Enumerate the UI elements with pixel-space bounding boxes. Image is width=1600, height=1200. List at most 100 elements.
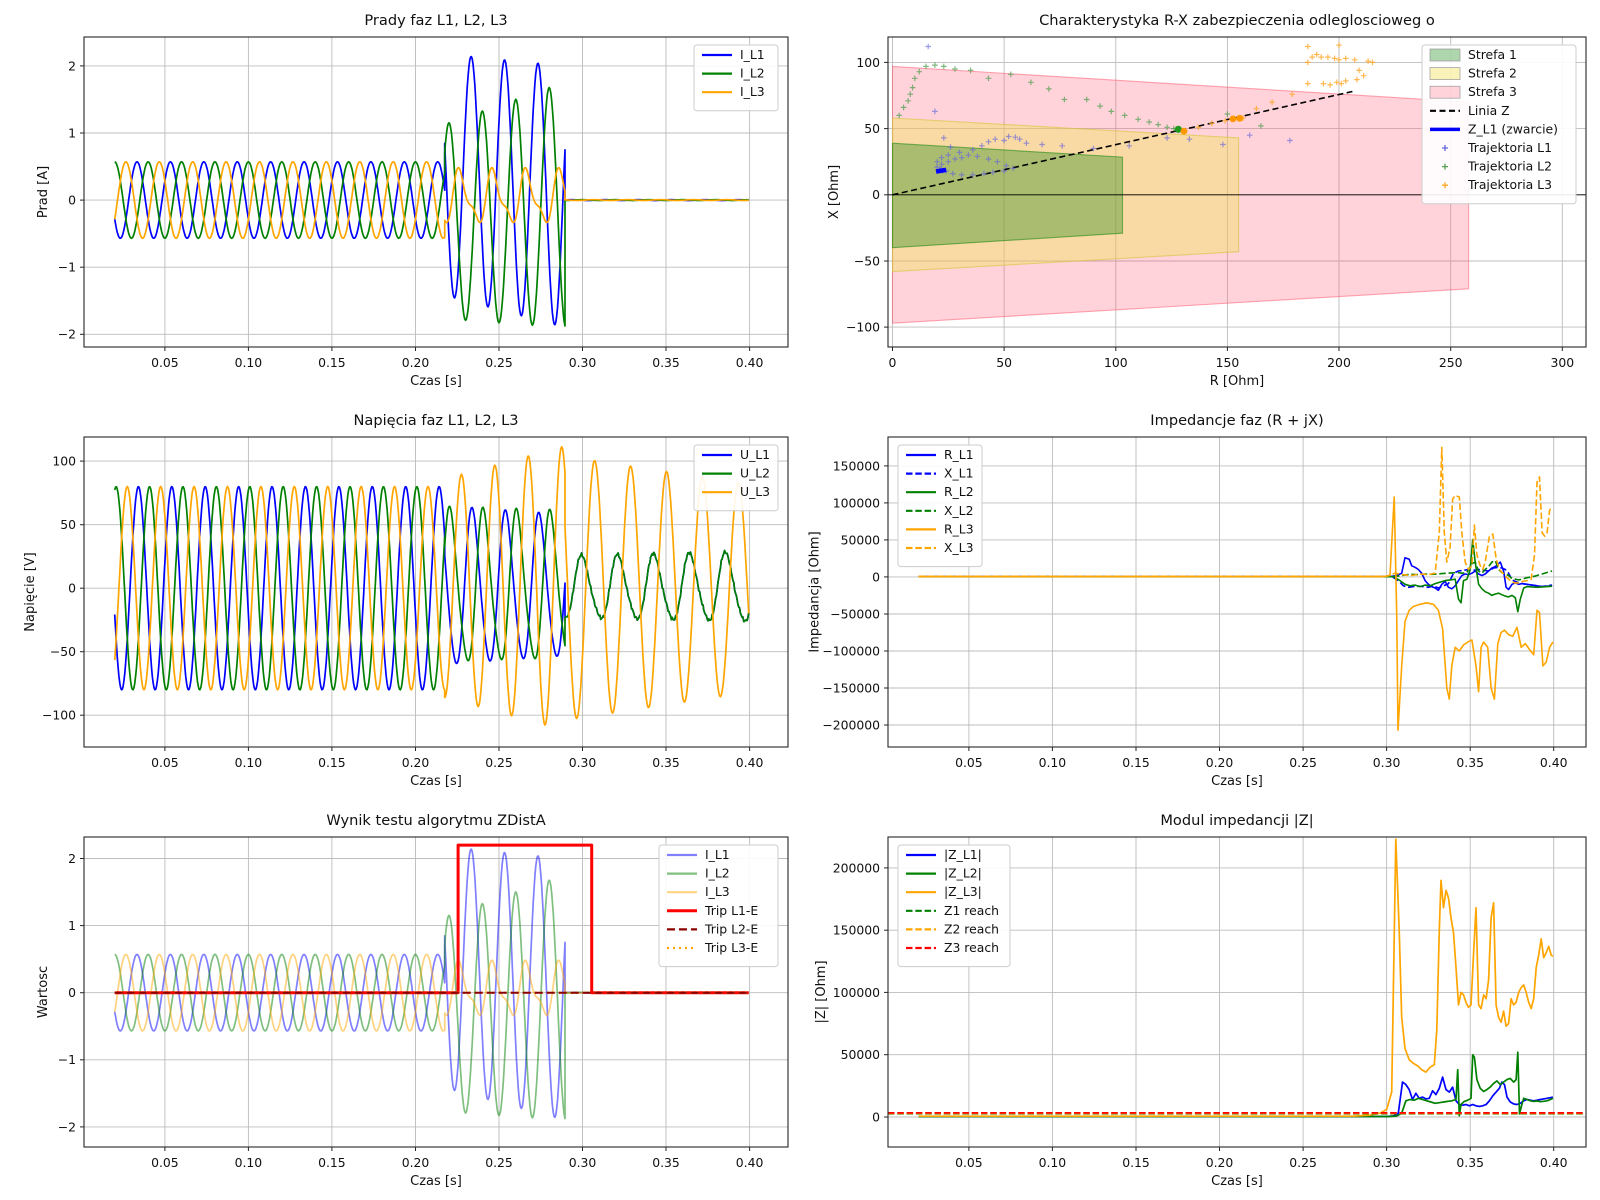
svg-text:Z2 reach: Z2 reach: [944, 921, 999, 936]
svg-text:0: 0: [68, 581, 76, 596]
svg-text:R_L1: R_L1: [944, 447, 974, 462]
svg-text:−2: −2: [58, 327, 76, 342]
svg-text:0.20: 0.20: [1206, 755, 1234, 770]
svg-text:Z1 reach: Z1 reach: [944, 903, 999, 918]
svg-text:200: 200: [1327, 355, 1351, 370]
y-axis-label: Prad [A]: [36, 166, 51, 218]
svg-text:0.40: 0.40: [1540, 1155, 1568, 1170]
svg-text:|Z_L1|: |Z_L1|: [944, 847, 982, 862]
svg-text:−50000: −50000: [830, 606, 880, 621]
svg-text:Trip L2-E: Trip L2-E: [704, 921, 758, 936]
svg-text:−100: −100: [42, 708, 76, 723]
plot-title: Napięcia faz L1, L2, L3: [354, 412, 519, 429]
svg-text:0.10: 0.10: [235, 355, 263, 370]
svg-text:X_L3: X_L3: [944, 540, 973, 555]
svg-text:0: 0: [889, 355, 897, 370]
svg-text:2: 2: [68, 851, 76, 866]
svg-text:0.25: 0.25: [485, 355, 513, 370]
svg-text:0.40: 0.40: [736, 755, 764, 770]
svg-text:0.05: 0.05: [151, 1155, 179, 1170]
svg-text:−1: −1: [58, 1052, 76, 1067]
svg-text:R_L3: R_L3: [944, 521, 974, 536]
y-axis-label: Wartosc: [36, 966, 51, 1018]
svg-text:0.05: 0.05: [955, 755, 983, 770]
svg-text:Trip L1-E: Trip L1-E: [704, 903, 758, 918]
svg-text:|Z_L3|: |Z_L3|: [944, 884, 982, 899]
svg-text:0.25: 0.25: [485, 755, 513, 770]
svg-text:2: 2: [68, 58, 76, 73]
svg-text:−200000: −200000: [822, 717, 880, 732]
svg-text:0.20: 0.20: [402, 755, 430, 770]
svg-text:−2: −2: [58, 1119, 76, 1134]
svg-text:0.35: 0.35: [1456, 1155, 1484, 1170]
plot-title: Wynik testu algorytmu ZDistA: [326, 812, 545, 829]
plot-title: Impedancje faz (R + jX): [1150, 412, 1323, 429]
svg-text:0.15: 0.15: [1122, 1155, 1150, 1170]
svg-text:I_L3: I_L3: [740, 84, 765, 99]
svg-text:0: 0: [872, 1109, 880, 1124]
svg-text:Trajektoria L2: Trajektoria L2: [1467, 159, 1552, 174]
svg-text:−1: −1: [58, 260, 76, 275]
svg-text:50000: 50000: [841, 1047, 881, 1062]
svg-text:0.15: 0.15: [318, 355, 346, 370]
svg-text:250: 250: [1439, 355, 1463, 370]
svg-text:−150000: −150000: [822, 680, 880, 695]
svg-text:−100000: −100000: [822, 643, 880, 658]
svg-text:I_L2: I_L2: [740, 66, 765, 81]
svg-text:Z_L1 (zwarcie): Z_L1 (zwarcie): [1468, 121, 1558, 136]
svg-text:Trip L3-E: Trip L3-E: [704, 940, 758, 955]
plot-title: Charakterystyka R-X zabezpieczenia odleg…: [1039, 12, 1435, 29]
svg-text:0.10: 0.10: [1039, 1155, 1067, 1170]
svg-text:100000: 100000: [833, 985, 880, 1000]
svg-text:100: 100: [1104, 355, 1128, 370]
plot-zdist-result: 0.05 0.10 0.15 0.20 0.25 0.30 0.35 0.40 −2 −1 0 1 2 I…: [36, 812, 789, 1189]
svg-text:150000: 150000: [833, 458, 880, 473]
y-axis-label: Impedancja [Ohm]: [808, 531, 823, 652]
svg-text:|Z_L2|: |Z_L2|: [944, 866, 982, 881]
plot-title: Prady faz L1, L2, L3: [364, 12, 507, 29]
svg-text:0.05: 0.05: [151, 355, 179, 370]
plot-voltages: 0.05 0.10 0.15 0.20 0.25 0.30 0.35 0.40 −100 −50 0…: [23, 412, 789, 789]
svg-text:0.30: 0.30: [1373, 755, 1401, 770]
svg-text:0.15: 0.15: [318, 755, 346, 770]
y-axis-label: Napięcie [V]: [23, 552, 38, 631]
plot-impedances: 0.05 0.10 0.15 0.20 0.25 0.30 0.35 0.40 −200000 −…: [808, 412, 1587, 789]
svg-text:−50: −50: [854, 253, 880, 268]
svg-text:I_L2: I_L2: [705, 866, 730, 881]
svg-text:0.30: 0.30: [569, 755, 597, 770]
svg-text:0.30: 0.30: [569, 355, 597, 370]
svg-text:0.10: 0.10: [235, 1155, 263, 1170]
svg-text:0: 0: [872, 569, 880, 584]
plot-rx-characteristic: 0 50 100 150 200 250 300 −100 −50 0 50 100 Strefa 1 S…: [827, 12, 1587, 389]
svg-text:50: 50: [996, 355, 1012, 370]
svg-text:100: 100: [52, 454, 76, 469]
svg-text:Strefa 2: Strefa 2: [1468, 66, 1517, 81]
svg-text:Trajektoria L3: Trajektoria L3: [1467, 177, 1552, 192]
x-axis-label: Czas [s]: [1211, 774, 1263, 789]
svg-text:0: 0: [68, 193, 76, 208]
svg-text:0: 0: [872, 187, 880, 202]
svg-text:50: 50: [60, 517, 76, 532]
svg-text:U_L1: U_L1: [740, 447, 770, 462]
svg-text:R_L2: R_L2: [944, 484, 974, 499]
svg-text:0.30: 0.30: [1373, 1155, 1401, 1170]
svg-text:Strefa 3: Strefa 3: [1468, 84, 1517, 99]
svg-text:0.40: 0.40: [736, 1155, 764, 1170]
svg-text:Linia Z: Linia Z: [1468, 103, 1510, 118]
x-axis-label: Czas [s]: [1211, 1174, 1263, 1189]
svg-text:I_L1: I_L1: [740, 47, 765, 62]
svg-text:1: 1: [68, 125, 76, 140]
svg-text:0.25: 0.25: [1289, 755, 1317, 770]
svg-text:Z3 reach: Z3 reach: [944, 940, 999, 955]
plot-impedance-modulus: 0.05 0.10 0.15 0.20 0.25 0.30 0.35 0.40 0 50000 10…: [814, 812, 1587, 1189]
svg-text:150: 150: [1216, 355, 1240, 370]
svg-text:0.35: 0.35: [1456, 755, 1484, 770]
x-axis-label: Czas [s]: [410, 774, 462, 789]
x-axis-label: R [Ohm]: [1210, 374, 1264, 389]
svg-text:0.20: 0.20: [402, 1155, 430, 1170]
svg-text:0.15: 0.15: [1122, 755, 1150, 770]
y-axis-label: |Z| [Ohm]: [814, 960, 829, 1023]
plot-currents: 0.05 0.10 0.15 0.20 0.25 0.30 0.35 0.40 −2 −1 0 1 2 I…: [36, 12, 789, 389]
svg-text:0.35: 0.35: [652, 355, 680, 370]
svg-text:X_L2: X_L2: [944, 503, 973, 518]
